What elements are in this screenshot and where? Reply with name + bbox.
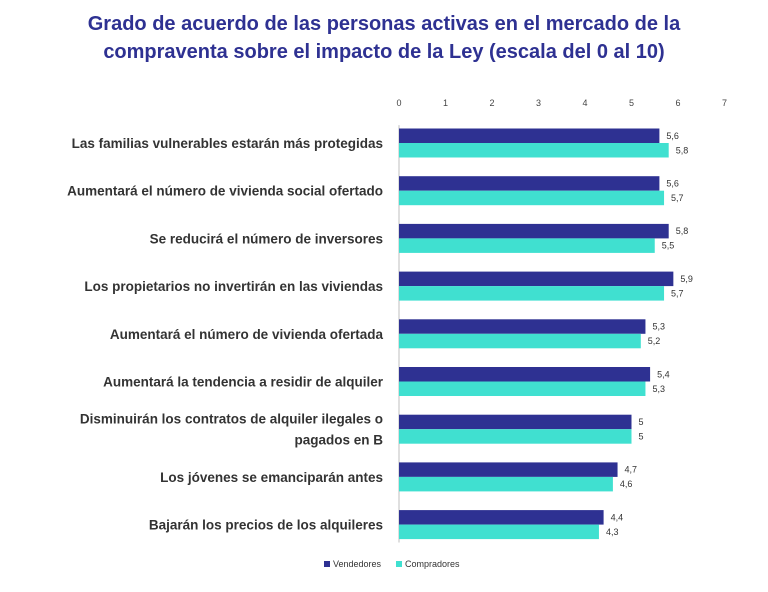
bar-compradores bbox=[399, 476, 613, 492]
bar-compradores bbox=[399, 143, 669, 158]
x-tick-label: 0 bbox=[396, 98, 401, 108]
data-label: 5 bbox=[639, 431, 644, 441]
bar-vendedores bbox=[399, 510, 604, 525]
legend-label-vendedores: Vendedores bbox=[333, 559, 382, 569]
x-tick-label: 5 bbox=[629, 98, 634, 108]
data-label: 5,8 bbox=[676, 226, 689, 236]
data-label: 5 bbox=[639, 417, 644, 427]
data-label: 5,2 bbox=[648, 336, 661, 346]
data-label: 5,7 bbox=[671, 193, 684, 203]
bar-vendedores bbox=[399, 462, 618, 477]
category-label: Aumentará el número de vivienda ofertada bbox=[110, 327, 384, 342]
category-label: Aumentará la tendencia a residir de alqu… bbox=[103, 375, 384, 390]
data-label: 4,3 bbox=[606, 527, 619, 537]
bar-compradores bbox=[399, 190, 665, 206]
data-label: 5,7 bbox=[671, 288, 684, 298]
x-axis-ticks: 0 1 2 3 4 5 6 7 bbox=[396, 98, 727, 108]
category-label: Las familias vulnerables estarán más pro… bbox=[72, 136, 383, 151]
data-label: 5,3 bbox=[652, 384, 665, 394]
legend-swatch-vendedores bbox=[324, 561, 330, 567]
category-label: Se reducirá el número de inversores bbox=[150, 231, 383, 246]
x-tick-label: 6 bbox=[675, 98, 680, 108]
category-labels: Las familias vulnerables estarán más pro… bbox=[67, 136, 384, 533]
data-label: 5,3 bbox=[652, 322, 665, 332]
bar-vendedores bbox=[399, 128, 660, 143]
x-tick-label: 2 bbox=[489, 98, 494, 108]
bar-compradores bbox=[399, 286, 665, 301]
chart-title-line-1: Grado de acuerdo de las personas activas… bbox=[87, 13, 681, 35]
data-label: 4,6 bbox=[620, 479, 633, 489]
x-tick-label: 7 bbox=[722, 98, 727, 108]
data-label: 5,9 bbox=[680, 274, 693, 284]
category-label: Los jóvenes se emanciparán antes bbox=[160, 470, 383, 485]
category-label: Disminuirán los contratos de alquiler il… bbox=[80, 412, 383, 427]
bar-compradores bbox=[399, 238, 655, 253]
bar-vendedores bbox=[399, 319, 646, 334]
data-labels: 5,65,85,65,75,85,55,95,75,35,25,45,3554,… bbox=[606, 131, 693, 537]
x-tick-label: 4 bbox=[582, 98, 587, 108]
bar-vendedores bbox=[399, 176, 660, 191]
chart-title-line-2: compraventa sobre el impacto de la Ley (… bbox=[103, 41, 665, 63]
category-label: Los propietarios no invertirán en las vi… bbox=[84, 279, 383, 294]
chart-title: Grado de acuerdo de las personas activas… bbox=[0, 10, 768, 66]
data-label: 5,4 bbox=[657, 369, 670, 379]
category-label: Bajarán los precios de los alquileres bbox=[149, 518, 383, 533]
legend-label-compradores: Compradores bbox=[405, 559, 460, 569]
data-label: 5,5 bbox=[662, 241, 675, 251]
legend-swatch-compradores bbox=[396, 561, 402, 567]
data-label: 4,4 bbox=[611, 512, 624, 522]
bar-compradores bbox=[399, 524, 599, 540]
bar-vendedores bbox=[399, 367, 651, 382]
category-label: pagados en B bbox=[294, 433, 383, 448]
bar-vendedores bbox=[399, 414, 632, 430]
legend: Vendedores Compradores bbox=[324, 559, 460, 569]
bar-vendedores bbox=[399, 271, 674, 287]
x-tick-label: 1 bbox=[443, 98, 448, 108]
data-label: 5,6 bbox=[666, 131, 679, 141]
bar-compradores bbox=[399, 333, 641, 349]
data-label: 4,7 bbox=[625, 465, 638, 475]
bar-compradores bbox=[399, 381, 646, 396]
bar-vendedores bbox=[399, 223, 669, 239]
bar-compradores bbox=[399, 429, 632, 444]
bars bbox=[399, 128, 674, 540]
data-label: 5,6 bbox=[666, 178, 679, 188]
data-label: 5,8 bbox=[676, 145, 689, 155]
category-label: Aumentará el número de vivienda social o… bbox=[67, 184, 383, 199]
x-tick-label: 3 bbox=[536, 98, 541, 108]
